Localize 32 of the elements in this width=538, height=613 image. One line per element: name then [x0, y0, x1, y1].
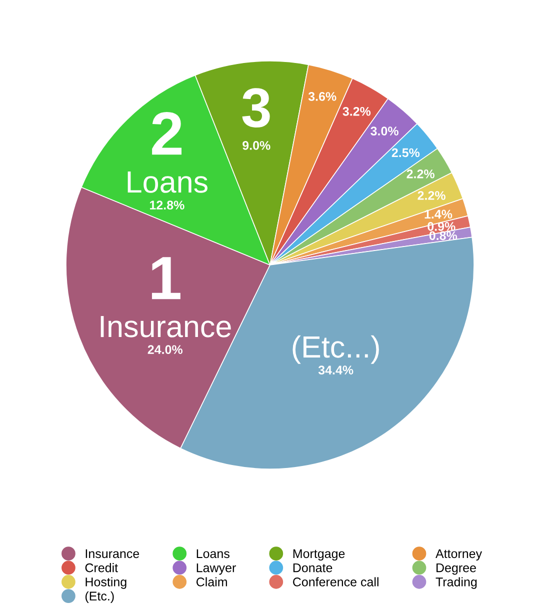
data-label: 34.4% [318, 366, 354, 375]
legend-label: Attorney [436, 549, 482, 561]
data-label: 1.4% [424, 210, 452, 219]
data-label: 12.8% [150, 200, 184, 210]
legend-label: Hosting [86, 577, 126, 589]
legend-label: Donate [293, 564, 332, 572]
legend-label: Mortgage [293, 549, 345, 561]
data-label: 2.2% [418, 191, 446, 200]
data-label: 0.8% [429, 231, 458, 240]
data-label: 3.0% [370, 126, 398, 136]
slice-label: Insurance [100, 316, 231, 338]
legend-label: (Etc.) [85, 591, 114, 603]
text: 1 [152, 257, 180, 300]
text: 2 [152, 112, 182, 155]
legend-label: Claim [196, 577, 227, 586]
data-label: 0.9% [428, 222, 456, 231]
data-label: 9.0% [242, 141, 270, 150]
slice-label: Loans [128, 172, 208, 193]
legend-label: Lawyer [196, 564, 236, 575]
text: 3 [242, 88, 270, 128]
legend-label: Trading [436, 577, 477, 589]
data-label: 24.0% [148, 345, 183, 354]
legend-label: Loans [196, 549, 230, 558]
data-label: 2.5% [392, 148, 420, 158]
data-label: 2.2% [406, 169, 434, 178]
legend-label: Insurance [86, 549, 140, 558]
data-label: 3.6% [308, 92, 336, 101]
text: (Etc...) [292, 335, 379, 364]
data-label: 3.2% [342, 106, 371, 116]
legend-label: Conference call [293, 577, 378, 586]
legend-label: Credit [85, 563, 118, 572]
legend-label: Degree [436, 564, 476, 575]
